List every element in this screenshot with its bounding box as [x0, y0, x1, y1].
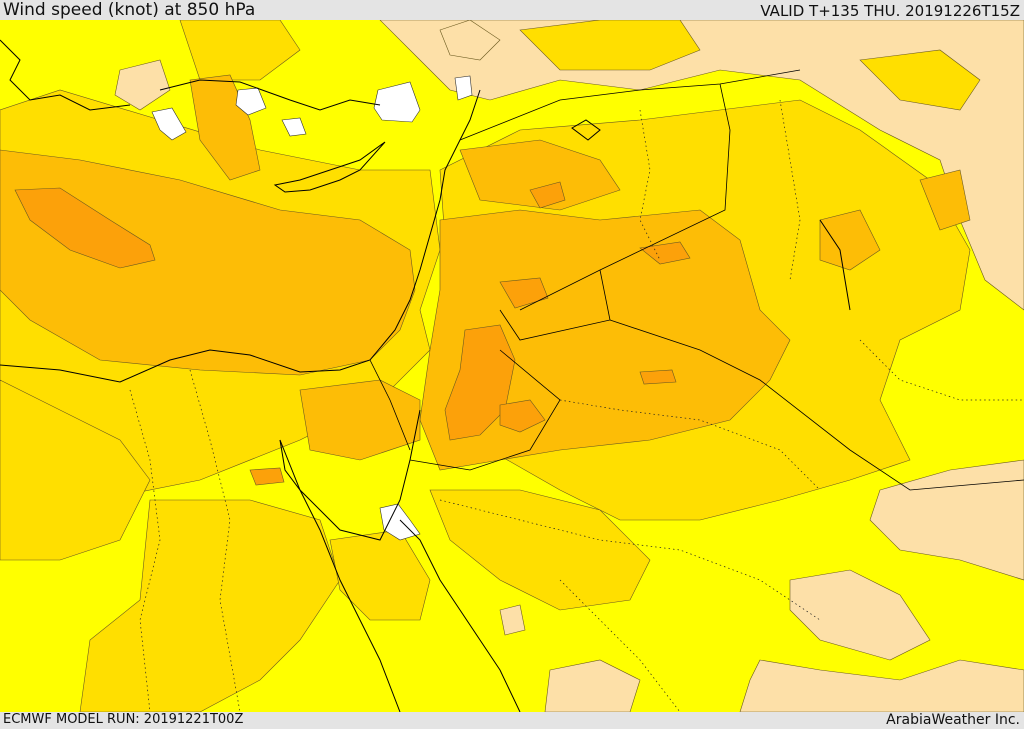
calm-wind-areas [151, 75, 473, 541]
strong-wind-areas [0, 74, 971, 471]
valid-time: VALID T+135 THU. 20191226T15Z [760, 2, 1020, 20]
map-panel[interactable] [0, 20, 1024, 712]
wind-speed-map[interactable] [0, 20, 1024, 712]
stronger-wind-areas [14, 181, 691, 486]
footer-bar: ECMWF MODEL RUN: 20191221T00Z ArabiaWeat… [0, 712, 1024, 729]
map-title: Wind speed (knot) at 850 hPa [3, 0, 256, 20]
credit-label: ArabiaWeather Inc. [886, 712, 1020, 728]
light-wind-areas [114, 20, 1024, 712]
model-run: ECMWF MODEL RUN: 20191221T00Z [3, 712, 244, 727]
province-borders [129, 99, 1024, 712]
coastlines [0, 39, 851, 712]
country-borders [369, 69, 1024, 491]
header-bar: Wind speed (knot) at 850 hPa VALID T+135… [0, 0, 1024, 20]
